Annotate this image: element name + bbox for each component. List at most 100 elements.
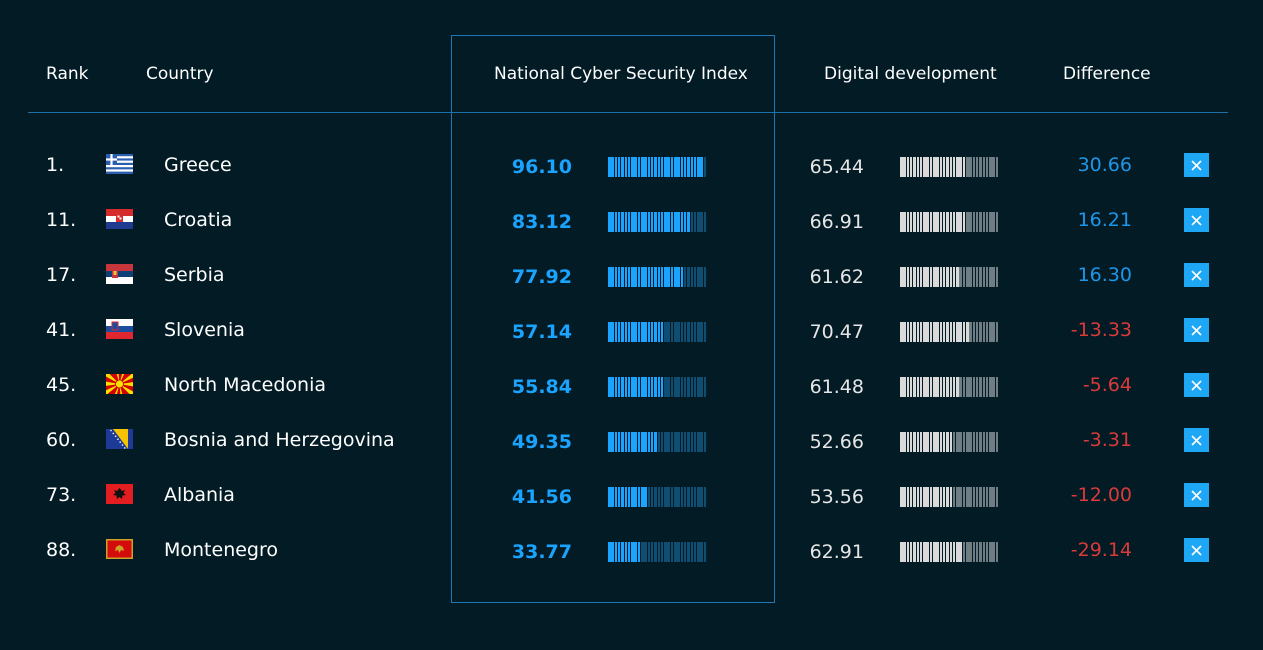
bar-segment bbox=[617, 212, 621, 232]
bar-segment bbox=[621, 212, 624, 232]
bar-segment bbox=[700, 377, 703, 397]
bar-segment bbox=[611, 542, 614, 562]
bar-segment bbox=[654, 157, 657, 177]
bar-segment bbox=[989, 267, 992, 287]
bar-segment bbox=[956, 322, 959, 342]
bar-segment bbox=[933, 377, 936, 397]
bar-segment bbox=[969, 377, 972, 397]
bar-segment bbox=[657, 212, 661, 232]
bar-segment bbox=[608, 542, 611, 562]
bar-segment bbox=[949, 487, 953, 507]
bar-segment bbox=[913, 432, 916, 452]
bar-segment bbox=[995, 487, 999, 507]
remove-country-button[interactable] bbox=[1184, 318, 1209, 342]
bar-segment bbox=[956, 487, 959, 507]
bar-segment bbox=[982, 432, 986, 452]
bar-segment bbox=[933, 432, 936, 452]
bar-segment bbox=[647, 487, 651, 507]
bar-segment bbox=[939, 377, 943, 397]
bar-segment bbox=[674, 267, 677, 287]
greece-flag-icon bbox=[106, 154, 133, 174]
ncsi-value: 49.35 bbox=[511, 431, 572, 453]
remove-country-button[interactable] bbox=[1184, 428, 1209, 452]
bar-segment bbox=[919, 487, 923, 507]
bar-segment bbox=[697, 432, 700, 452]
close-icon bbox=[1191, 159, 1202, 171]
bar-segment bbox=[677, 322, 680, 342]
table-row: 45. North Macedonia 55.84 61.48 -5.64 bbox=[0, 365, 1263, 405]
bar-segment bbox=[900, 487, 903, 507]
bar-segment bbox=[936, 267, 939, 287]
bar-segment bbox=[936, 212, 939, 232]
bar-segment bbox=[644, 432, 647, 452]
remove-country-button[interactable] bbox=[1184, 153, 1209, 177]
bar-segment bbox=[687, 487, 690, 507]
bar-segment bbox=[674, 157, 677, 177]
remove-country-button[interactable] bbox=[1184, 373, 1209, 397]
bar-segment bbox=[985, 267, 989, 287]
header-country: Country bbox=[146, 64, 214, 84]
bar-segment bbox=[992, 432, 995, 452]
remove-country-button[interactable] bbox=[1184, 208, 1209, 232]
bar-segment bbox=[916, 212, 920, 232]
bar-segment bbox=[969, 212, 972, 232]
ncsi-value: 83.12 bbox=[511, 211, 572, 233]
bar-segment bbox=[923, 322, 926, 342]
bar-segment bbox=[979, 322, 982, 342]
bar-segment bbox=[657, 157, 661, 177]
bar-segment bbox=[982, 322, 986, 342]
bar-segment bbox=[683, 157, 687, 177]
bar-segment bbox=[670, 542, 674, 562]
bar-segment bbox=[906, 322, 910, 342]
bar-segment bbox=[936, 542, 939, 562]
remove-country-button[interactable] bbox=[1184, 263, 1209, 287]
bar-segment bbox=[985, 212, 989, 232]
bar-segment bbox=[949, 157, 953, 177]
bar-segment bbox=[929, 487, 933, 507]
bar-segment bbox=[683, 267, 687, 287]
bar-segment bbox=[919, 322, 923, 342]
bar-segment bbox=[637, 212, 641, 232]
bar-segment bbox=[617, 322, 621, 342]
bar-segment bbox=[703, 212, 707, 232]
rank-value: 1. bbox=[46, 154, 65, 176]
bar-segment bbox=[644, 542, 647, 562]
bar-segment bbox=[667, 322, 670, 342]
bar-segment bbox=[913, 487, 916, 507]
bar-segment bbox=[677, 432, 680, 452]
bar-segment bbox=[667, 212, 670, 232]
bar-segment bbox=[903, 322, 906, 342]
bar-segment bbox=[966, 212, 969, 232]
remove-country-button[interactable] bbox=[1184, 483, 1209, 507]
bar-segment bbox=[627, 542, 631, 562]
table-row: 11. Croatia 83.12 66.91 16.21 bbox=[0, 200, 1263, 240]
bar-segment bbox=[703, 377, 707, 397]
bar-segment bbox=[650, 322, 654, 342]
bar-segment bbox=[972, 157, 976, 177]
remove-country-button[interactable] bbox=[1184, 538, 1209, 562]
bar-segment bbox=[608, 267, 611, 287]
bar-segment bbox=[975, 212, 979, 232]
bar-segment bbox=[650, 542, 654, 562]
bar-segment bbox=[611, 157, 614, 177]
bar-segment bbox=[959, 487, 962, 507]
bar-segment bbox=[654, 267, 657, 287]
bar-segment bbox=[617, 157, 621, 177]
bar-segment bbox=[900, 157, 903, 177]
bar-segment bbox=[644, 322, 647, 342]
digital-development-value: 61.62 bbox=[809, 266, 864, 288]
bar-segment bbox=[647, 322, 651, 342]
country-name: Slovenia bbox=[164, 319, 245, 341]
bar-segment bbox=[989, 432, 992, 452]
bar-segment bbox=[667, 157, 670, 177]
bar-segment bbox=[985, 542, 989, 562]
bar-segment bbox=[634, 322, 637, 342]
bar-segment bbox=[906, 157, 910, 177]
difference-value: -12.00 bbox=[1070, 484, 1132, 506]
bar-segment bbox=[979, 432, 982, 452]
bar-segment bbox=[923, 267, 926, 287]
bar-segment bbox=[946, 542, 949, 562]
bar-segment bbox=[946, 157, 949, 177]
bar-segment bbox=[933, 487, 936, 507]
bar-segment bbox=[929, 212, 933, 232]
